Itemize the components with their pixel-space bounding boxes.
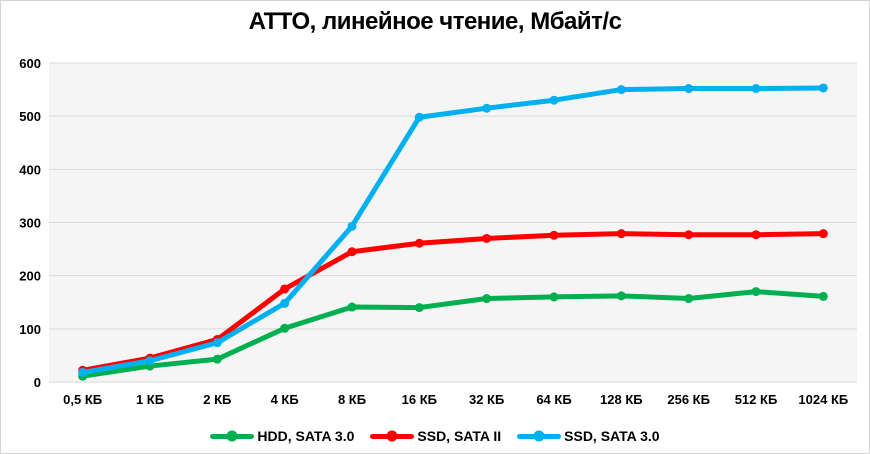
data-point bbox=[549, 95, 559, 105]
data-point bbox=[818, 83, 828, 93]
x-tick-label: 8 КБ bbox=[338, 392, 366, 407]
series-line-1 bbox=[80, 231, 826, 373]
data-point bbox=[751, 84, 761, 94]
data-point bbox=[549, 292, 559, 302]
x-tick-label: 16 КБ bbox=[402, 392, 437, 407]
legend-line-marker-icon bbox=[210, 430, 255, 442]
data-point bbox=[684, 84, 694, 94]
legend-dot-icon bbox=[533, 430, 545, 442]
legend-label: HDD, SATA 3.0 bbox=[257, 428, 355, 444]
data-point bbox=[482, 103, 492, 113]
x-tick-label: 512 КБ bbox=[735, 392, 778, 407]
data-point bbox=[414, 303, 424, 313]
x-tick-label: 256 КБ bbox=[667, 392, 710, 407]
data-point bbox=[414, 112, 424, 122]
x-tick-label: 1 КБ bbox=[136, 392, 164, 407]
legend-item-ssd-sata2: SSD, SATA II bbox=[370, 428, 501, 444]
data-point bbox=[616, 85, 626, 95]
x-tick-label: 64 КБ bbox=[536, 392, 571, 407]
legend-item-hdd-sata3: HDD, SATA 3.0 bbox=[210, 428, 354, 444]
y-tick-label: 500 bbox=[19, 109, 41, 124]
x-tick-label: 32 КБ bbox=[469, 392, 504, 407]
data-point bbox=[818, 291, 828, 301]
data-point bbox=[549, 230, 559, 240]
data-point bbox=[751, 230, 761, 240]
data-point bbox=[78, 367, 88, 377]
y-tick-label: 100 bbox=[19, 322, 41, 337]
x-tick-label: 4 КБ bbox=[271, 392, 299, 407]
x-tick-label: 1024 КБ bbox=[798, 392, 848, 407]
x-tick-label: 128 КБ bbox=[600, 392, 643, 407]
data-point bbox=[212, 354, 222, 364]
data-point bbox=[684, 230, 694, 240]
data-point bbox=[482, 294, 492, 304]
data-point bbox=[818, 229, 828, 239]
y-tick-label: 200 bbox=[19, 269, 41, 284]
x-tick-label: 2 КБ bbox=[203, 392, 231, 407]
data-point bbox=[280, 323, 290, 333]
legend-label: SSD, SATA 3.0 bbox=[564, 428, 660, 444]
legend-dot-icon bbox=[226, 430, 238, 442]
data-point bbox=[280, 284, 290, 294]
data-point bbox=[347, 221, 357, 231]
legend-line-marker-icon bbox=[370, 430, 415, 442]
y-tick-label: 0 bbox=[34, 375, 41, 390]
data-point bbox=[347, 247, 357, 257]
data-point bbox=[414, 238, 424, 248]
legend-label: SSD, SATA II bbox=[417, 428, 502, 444]
y-tick-label: 400 bbox=[19, 162, 41, 177]
data-point bbox=[347, 302, 357, 312]
data-point bbox=[616, 291, 626, 301]
plot-area: 0 100 200 300 400 500 600 0,5 КБ 1 КБ 2 КБ 4 КБ 8 К… bbox=[19, 56, 857, 407]
y-tick-label: 600 bbox=[19, 56, 41, 71]
series-line-0 bbox=[80, 289, 826, 379]
data-point bbox=[482, 233, 492, 243]
data-point bbox=[280, 298, 290, 308]
chart-title: ATTO, линейное чтение, Мбайт/с bbox=[248, 8, 622, 35]
legend-item-ssd-sata3: SSD, SATA 3.0 bbox=[517, 428, 660, 444]
legend-dot-icon bbox=[386, 430, 398, 442]
legend: HDD, SATA 3.0 SSD, SATA II SSD, SATA 3.0 bbox=[1, 428, 869, 444]
y-tick-label: 300 bbox=[19, 216, 41, 231]
data-point bbox=[751, 287, 761, 297]
data-point bbox=[616, 229, 626, 239]
data-point bbox=[684, 294, 694, 304]
data-point bbox=[145, 356, 155, 366]
x-tick-label: 0,5 КБ bbox=[63, 392, 102, 407]
legend-line-marker-icon bbox=[517, 430, 562, 442]
series-line-2 bbox=[80, 85, 826, 375]
data-point bbox=[212, 338, 222, 348]
